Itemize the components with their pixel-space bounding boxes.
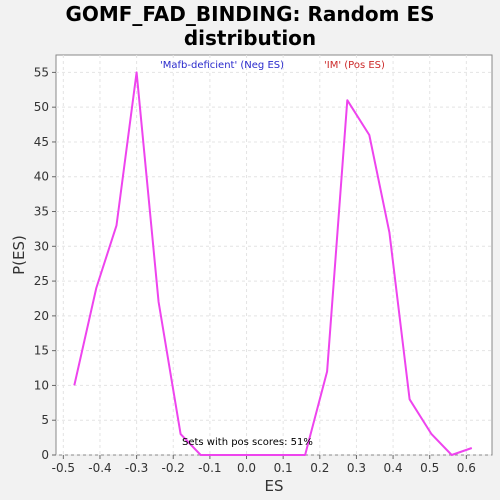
chart-title-line-1: GOMF_FAD_BINDING: Random ES — [65, 2, 435, 26]
y-tick-label: 45 — [34, 135, 49, 149]
y-tick-label: 40 — [34, 170, 49, 184]
x-tick-label: -0.3 — [125, 461, 148, 475]
es-series-line — [73, 71, 473, 456]
plot-area — [55, 54, 493, 456]
y-tick-label: 15 — [34, 344, 49, 358]
y-tick-label: 25 — [34, 274, 49, 288]
x-tick-label: 0.4 — [384, 461, 403, 475]
y-axis-ticks: 0 5 10 15 20 25 30 35 40 45 50 55 — [34, 65, 56, 462]
chart-title-line-2: distribution — [183, 26, 317, 50]
pos-scores-annotation: Sets with pos scores: 51% — [182, 437, 313, 448]
x-tick-label: -0.1 — [198, 461, 221, 475]
x-tick-label: 0.0 — [237, 461, 256, 475]
x-axis-title: ES — [265, 477, 284, 495]
x-axis-ticks: -0.5 -0.4 -0.3 -0.2 -0.1 0.0 0.1 0.2 0.3 0.4 0.5 0.… — [52, 455, 476, 475]
legend-neg-es: 'Mafb-deficient' (Neg ES) — [160, 60, 284, 71]
x-tick-label: -0.4 — [88, 461, 111, 475]
x-tick-label: -0.2 — [162, 461, 185, 475]
chart-title: GOMF_FAD_BINDING: Random ES distribution — [0, 2, 500, 50]
legend-pos-es: 'IM' (Pos ES) — [324, 60, 385, 71]
y-tick-label: 20 — [34, 309, 49, 323]
series-group — [73, 71, 473, 456]
x-tick-label: 0.6 — [457, 461, 476, 475]
x-tick-label: 0.2 — [310, 461, 329, 475]
y-tick-label: 0 — [41, 448, 49, 462]
y-tick-label: 50 — [34, 100, 49, 114]
x-tick-label: 0.5 — [420, 461, 439, 475]
x-tick-label: 0.3 — [347, 461, 366, 475]
y-axis-title: P(ES) — [10, 235, 28, 275]
x-tick-label: -0.5 — [52, 461, 75, 475]
y-tick-label: 55 — [34, 65, 49, 79]
y-tick-label: 10 — [34, 378, 49, 392]
y-tick-label: 30 — [34, 239, 49, 253]
y-tick-label: 35 — [34, 205, 49, 219]
y-tick-label: 5 — [41, 413, 49, 427]
x-tick-label: 0.1 — [274, 461, 293, 475]
